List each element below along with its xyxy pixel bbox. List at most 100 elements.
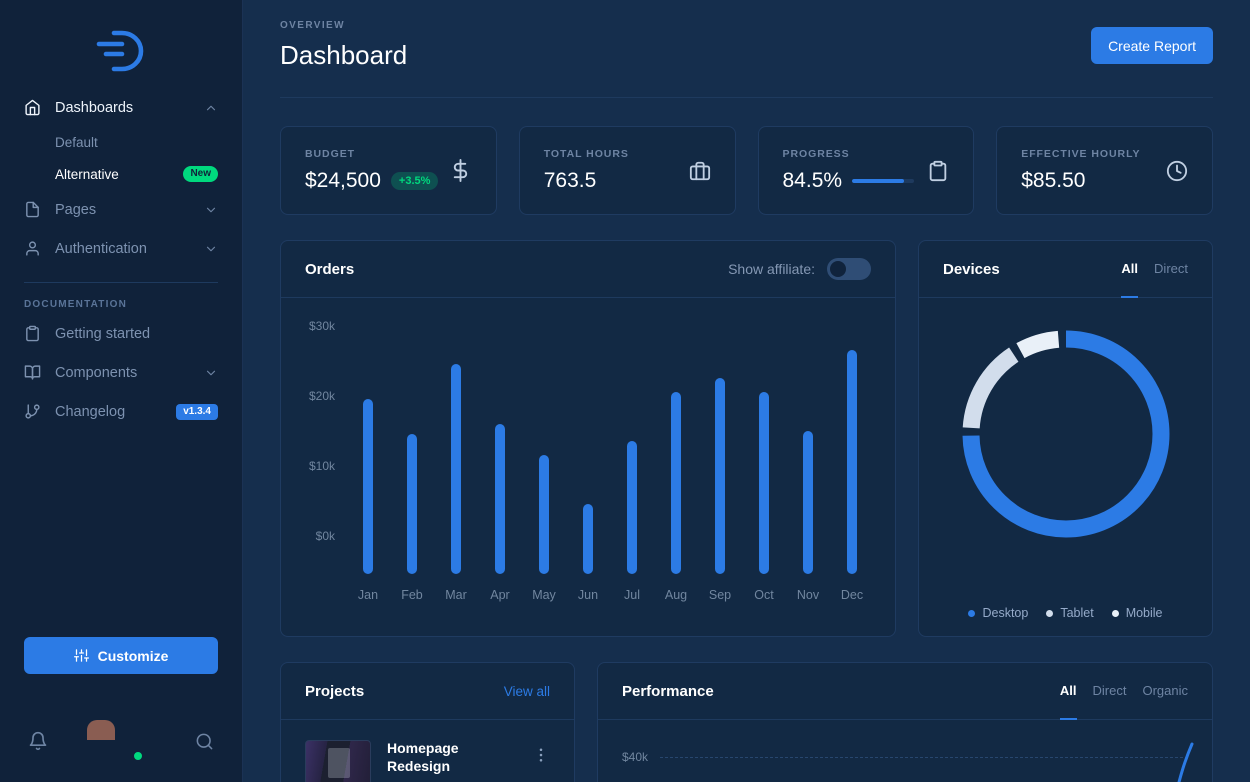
bell-icon[interactable] (28, 731, 48, 751)
devices-legend: Desktop Tablet Mobile (968, 606, 1163, 620)
project-list-item[interactable]: Homepage Redesign (281, 720, 574, 782)
order-bar-may[interactable] (539, 455, 549, 574)
book-icon (24, 364, 41, 381)
devices-card-title: Devices (943, 260, 1000, 278)
stat-card-total-hours: Total hours 763.5 (518, 126, 736, 215)
stat-label: Total hours (543, 148, 629, 160)
sidebar-item-pages[interactable]: Pages (24, 190, 218, 229)
x-tick-label: Sep (708, 588, 732, 602)
project-thumbnail (305, 740, 371, 782)
x-tick-label: Jan (357, 588, 379, 602)
order-bar-nov[interactable] (803, 430, 813, 574)
sidebar-item-label: Pages (55, 201, 97, 218)
legend-item-mobile: Mobile (1111, 606, 1163, 620)
customize-button[interactable]: Customize (24, 637, 218, 674)
dollar-icon (449, 159, 472, 182)
projects-card-title: Projects (305, 682, 365, 700)
projects-card-header: Projects View all (281, 663, 574, 720)
performance-tabs: All Direct Organic (1059, 663, 1188, 720)
online-status-dot (131, 750, 144, 762)
order-bar-apr[interactable] (495, 423, 505, 574)
app-logo[interactable] (93, 26, 149, 76)
legend-dot (1046, 609, 1054, 617)
stat-label: Budget (305, 148, 356, 160)
y-tick-label: $30k (308, 319, 335, 333)
page-title: Dashboard (280, 40, 408, 70)
sidebar-footer (0, 720, 242, 782)
sidebar-divider (24, 282, 218, 283)
legend-dot (968, 609, 976, 617)
kebab-menu-icon[interactable] (532, 740, 550, 764)
tab-direct[interactable]: Direct (1154, 261, 1188, 276)
file-icon (24, 201, 41, 218)
sidebar-item-label: Components (55, 364, 138, 381)
page-header: Overview Dashboard Create Report (280, 0, 1213, 98)
orders-bars: Jan Feb Mar Apr May Jun Jul Aug Sep Oct Nov Dec (351, 338, 869, 604)
sidebar-item-alternative[interactable]: Alternative New (55, 158, 218, 190)
legend-item-desktop: Desktop (968, 606, 1028, 620)
chevron-down-icon (204, 366, 218, 380)
user-avatar[interactable] (101, 720, 144, 762)
sidebar-item-dashboards[interactable]: Dashboards (24, 88, 218, 127)
briefcase-icon (689, 160, 711, 182)
delta-badge: +3.5% (390, 172, 439, 190)
stat-value: 763.5 (543, 169, 597, 192)
bar-column: May (529, 338, 559, 604)
y-tick-label: $10k (308, 459, 335, 473)
x-tick-label: Jul (624, 588, 640, 602)
tab-all[interactable]: All (1059, 664, 1077, 720)
performance-card-title: Performance (622, 682, 714, 700)
order-bar-dec[interactable] (847, 350, 857, 574)
bar-column: Jul (617, 338, 647, 604)
gridline-row: $40k (622, 750, 1188, 764)
show-affiliate-toggle[interactable] (827, 258, 871, 280)
legend-label: Mobile (1125, 606, 1163, 620)
sidebar-item-changelog[interactable]: Changelog v1.3.4 (24, 392, 218, 431)
sidebar-item-label: Getting started (55, 325, 151, 342)
x-tick-label: May (532, 588, 556, 602)
show-affiliate-label: Show affiliate: (728, 261, 815, 277)
donut-segment-desktop[interactable] (962, 330, 1169, 538)
performance-line (1177, 742, 1194, 782)
order-bar-mar[interactable] (451, 364, 461, 574)
clipboard-icon (927, 160, 949, 182)
stat-card-progress: Progress 84.5% (757, 126, 975, 215)
bar-column: Jan (353, 338, 383, 604)
x-tick-label: Oct (754, 588, 774, 602)
sidebar-item-default[interactable]: Default (55, 127, 218, 158)
x-tick-label: Feb (401, 588, 423, 602)
devices-chart: Desktop Tablet Mobile (919, 298, 1212, 636)
new-badge: New (183, 166, 218, 182)
y-tick-label: $0k (315, 529, 335, 543)
view-all-link[interactable]: View all (503, 683, 550, 699)
order-bar-sep[interactable] (715, 378, 725, 574)
tab-organic[interactable]: Organic (1142, 683, 1188, 698)
sidebar-item-authentication[interactable]: Authentication (24, 229, 218, 268)
git-branch-icon (24, 403, 41, 420)
order-bar-jul[interactable] (627, 441, 637, 574)
stat-card-effective-hourly: Effective hourly $85.50 (996, 126, 1213, 215)
stat-value: $24,500 (305, 169, 381, 192)
sidebar-item-label: Dashboards (55, 99, 134, 116)
x-tick-label: Dec (840, 588, 864, 602)
tab-all[interactable]: All (1121, 242, 1139, 298)
bar-column: Dec (837, 338, 867, 604)
order-bar-jun[interactable] (583, 504, 593, 574)
devices-card: Devices All Direct Desktop Tablet Mobile (918, 240, 1213, 637)
order-bar-jan[interactable] (363, 399, 373, 574)
sidebar-item-components[interactable]: Components (24, 353, 218, 392)
chevron-down-icon (204, 242, 218, 256)
logo-icon (96, 30, 144, 72)
order-bar-feb[interactable] (407, 434, 417, 574)
page-eyebrow: Overview (280, 20, 345, 31)
bar-column: Jun (573, 338, 603, 604)
x-tick-label: Jun (577, 588, 599, 602)
create-report-button[interactable]: Create Report (1091, 27, 1213, 64)
tab-direct[interactable]: Direct (1092, 683, 1127, 698)
order-bar-aug[interactable] (671, 392, 681, 574)
project-title: Homepage Redesign (387, 740, 459, 774)
sidebar-item-getting-started[interactable]: Getting started (24, 314, 218, 353)
order-bar-oct[interactable] (759, 392, 769, 574)
search-icon[interactable] (195, 732, 214, 751)
